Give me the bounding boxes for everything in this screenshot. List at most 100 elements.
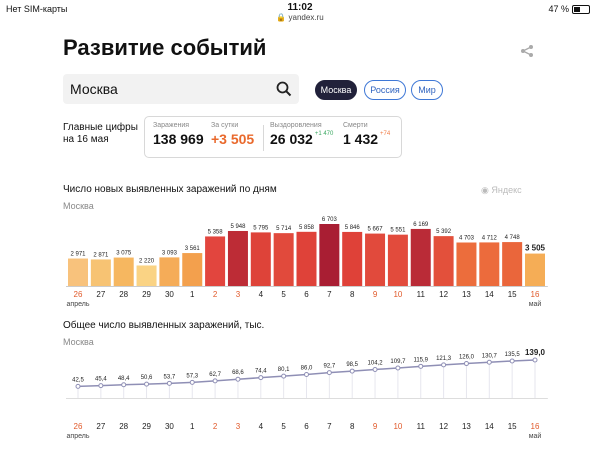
data-point: [304, 371, 309, 377]
tick-label: 28: [119, 290, 128, 299]
tick-label: 26: [74, 290, 83, 299]
stat-label: Выздоровления: [270, 122, 322, 129]
stat-label: За сутки: [211, 122, 239, 129]
chip-russia[interactable]: Россия: [364, 80, 406, 100]
page-title: Развитие событий: [63, 35, 267, 60]
bar: [90, 259, 111, 286]
tick-label: 28: [119, 422, 128, 431]
battery-indicator: 47 %: [548, 4, 590, 15]
tick-label: 10: [393, 422, 402, 431]
address-bar[interactable]: 🔒 yandex.ru: [276, 13, 324, 22]
month-label: май: [529, 300, 542, 308]
tick-label: 9: [373, 290, 378, 299]
region-search: [63, 74, 299, 104]
data-point: [486, 359, 492, 365]
share-icon[interactable]: [520, 44, 534, 58]
data-label: 3 561: [185, 246, 201, 252]
tick-label: 12: [439, 290, 448, 299]
data-label: 5 795: [253, 225, 269, 231]
data-label: 48,4: [118, 376, 130, 382]
tick-label: 1: [190, 290, 195, 299]
data-label: 86,0: [301, 365, 313, 371]
chip-world[interactable]: Мир: [411, 80, 443, 100]
month-label: май: [529, 432, 542, 440]
line-chart: 42,5 45,4 48,4 50,6 53,7 57,3 62,7 68,6 74,4 80,1…: [66, 348, 548, 440]
data-label: 5 846: [345, 225, 361, 231]
tick-label: 3: [236, 290, 241, 299]
bar: [387, 234, 408, 286]
tick-label: 3: [236, 422, 241, 431]
tick-label: 27: [96, 422, 105, 431]
battery-icon: [572, 5, 590, 15]
tick-label: 11: [417, 290, 426, 299]
clock: 11:02: [287, 2, 313, 13]
data-point: [258, 375, 264, 381]
summary-label-line1: Главные цифры: [63, 122, 138, 133]
month-label: апрель: [67, 433, 90, 440]
status-bar: Нет SIM-карты 11:02 🔒 yandex.ru 47 %: [0, 0, 600, 22]
data-label: 109,7: [390, 359, 406, 365]
search-icon[interactable]: [276, 81, 292, 97]
bar: [479, 242, 500, 286]
stat-value: 26 032: [270, 131, 313, 147]
tick-label: 13: [462, 422, 471, 431]
bar: [410, 228, 431, 286]
tick-label: 10: [393, 290, 402, 299]
tick-label: 8: [350, 290, 355, 299]
tick-label: 7: [327, 290, 332, 299]
tick-label: 7: [327, 422, 332, 431]
stat-value: 138 969: [153, 131, 204, 147]
line-chart-subtitle: Москва: [63, 337, 94, 347]
data-label: 5 714: [276, 226, 292, 232]
tick-label: 9: [373, 422, 378, 431]
tick-label: 14: [485, 290, 494, 299]
data-label: 5 858: [299, 225, 315, 231]
stat-delta: +74: [380, 131, 391, 137]
data-point: [349, 368, 355, 374]
bar: [159, 257, 180, 286]
tick-label: 27: [96, 290, 105, 299]
chip-moscow[interactable]: Москва: [315, 80, 357, 100]
data-label: 57,3: [186, 373, 198, 379]
summary-label-line2: на 16 мая: [63, 134, 109, 145]
tick-label: 15: [508, 290, 517, 299]
logo-text: Яндекс: [491, 185, 522, 195]
tick-label: 5: [281, 422, 286, 431]
search-input[interactable]: [70, 79, 260, 99]
data-label: 45,4: [95, 377, 107, 383]
stat-daily: За сутки +3 505: [211, 122, 254, 147]
data-label: 2 871: [93, 252, 109, 258]
data-point: [509, 358, 515, 364]
tick-label: 29: [142, 422, 151, 431]
data-label: 3 075: [116, 251, 132, 257]
data-label: 3 093: [162, 250, 178, 256]
tick-label: 11: [417, 422, 426, 431]
data-label: 5 551: [390, 228, 406, 234]
data-label: 126,0: [459, 355, 475, 361]
bar: [502, 242, 523, 286]
data-label: 50,6: [141, 375, 153, 381]
tick-label: 30: [165, 290, 174, 299]
stat-label: Смерти: [343, 122, 368, 129]
tick-label: 2: [213, 422, 218, 431]
data-label: 5 358: [208, 229, 224, 235]
bar: [365, 233, 386, 286]
data-label: 68,6: [232, 370, 244, 376]
bar: [525, 253, 545, 286]
bar: [319, 224, 340, 286]
data-label: 74,4: [255, 369, 267, 375]
bar-chart-title: Число новых выявленных заражений по дням: [63, 184, 277, 195]
data-label: 5 667: [368, 227, 384, 233]
tick-label: 12: [439, 422, 448, 431]
summary-stats: Заражения 138 969 За сутки +3 505 Выздор…: [144, 116, 402, 158]
tick-label: 8: [350, 422, 355, 431]
data-point: [75, 383, 81, 389]
data-point: [372, 367, 378, 373]
data-label: 5 392: [436, 229, 452, 235]
data-label: 5 948: [230, 224, 246, 230]
data-label: 135,5: [505, 352, 521, 358]
data-point: [532, 357, 538, 363]
bar: [205, 236, 226, 286]
data-point: [121, 382, 127, 388]
